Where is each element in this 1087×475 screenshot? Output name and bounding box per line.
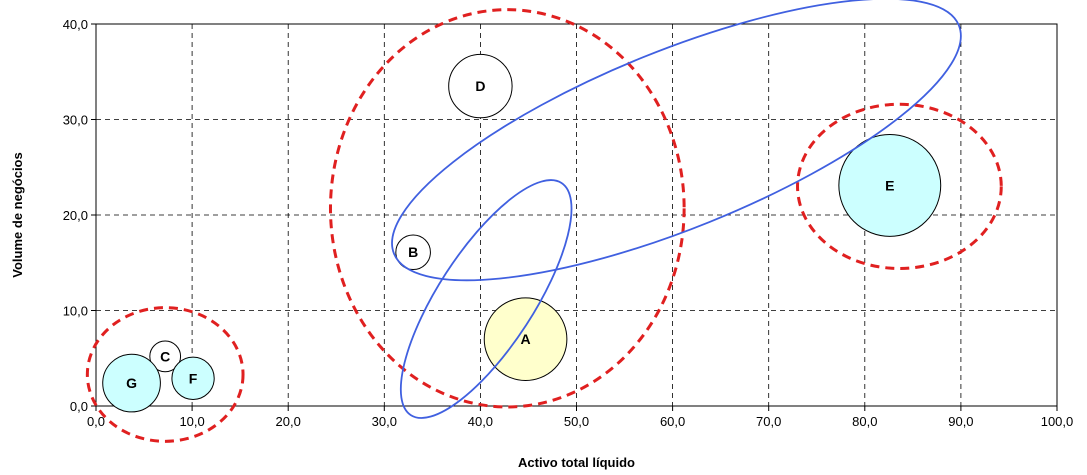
bubble-circle (483, 297, 568, 381)
x-tick-label: 40,0 (468, 414, 493, 429)
y-axis-title: Volume de negócios (10, 152, 25, 277)
x-tick-label: 60,0 (660, 414, 685, 429)
cluster-annotations (85, 0, 1003, 443)
bubble-a: A (483, 297, 568, 381)
bubble-circle (395, 234, 431, 271)
x-tick-label: 70,0 (756, 414, 781, 429)
y-tick-label: 10,0 (63, 304, 88, 319)
y-tick-label: 0,0 (70, 399, 88, 414)
bubble-g: G (102, 353, 161, 413)
bubble-label: B (408, 244, 418, 260)
x-tick-label: 90,0 (948, 414, 973, 429)
x-tick-label: 80,0 (852, 414, 877, 429)
bubble-f: F (171, 356, 215, 400)
grid-lines (96, 24, 1057, 406)
y-tick-label: 40,0 (63, 17, 88, 32)
bubble-b: B (395, 234, 431, 271)
bubble-d: D (448, 53, 513, 119)
bubble-label: E (885, 177, 894, 193)
x-tick-label: 0,0 (87, 414, 105, 429)
cluster-ellipse-solid-3 (391, 0, 962, 282)
x-tick-label: 30,0 (372, 414, 397, 429)
bubbles: A B C D E F G (102, 53, 942, 413)
bubble-circle (102, 353, 161, 413)
bubble-label: A (521, 331, 531, 347)
y-tick-label: 20,0 (63, 208, 88, 223)
x-tick-label: 20,0 (276, 414, 301, 429)
x-axis-ticks: 0,0 10,0 20,0 30,0 40,0 50,0 60,0 70,0 80,0 90,0 1… (87, 406, 1073, 429)
bubble-circle (149, 340, 182, 373)
bubble-circle (838, 133, 942, 237)
cluster-ellipse-dashed-0 (85, 306, 245, 443)
bubble-label: F (189, 370, 198, 386)
bubble-c: C (149, 340, 182, 373)
bubble-e: E (838, 133, 942, 237)
cluster-ellipse-dashed-2 (796, 102, 1003, 270)
y-axis-ticks: 0,0 10,0 20,0 30,0 40,0 (63, 17, 96, 414)
cluster-ellipse-solid-4 (399, 179, 573, 419)
bubble-label: C (160, 348, 170, 364)
bubble-label: D (475, 78, 485, 94)
cluster-ellipse-dashed-1 (328, 8, 686, 409)
x-axis-title: Activo total líquido (518, 455, 635, 470)
y-tick-label: 30,0 (63, 113, 88, 128)
x-tick-label: 100,0 (1041, 414, 1074, 429)
x-tick-label: 10,0 (179, 414, 204, 429)
bubble-circle (171, 356, 215, 400)
x-tick-label: 50,0 (564, 414, 589, 429)
bubble-label: G (126, 375, 137, 391)
bubble-circle (448, 53, 513, 119)
